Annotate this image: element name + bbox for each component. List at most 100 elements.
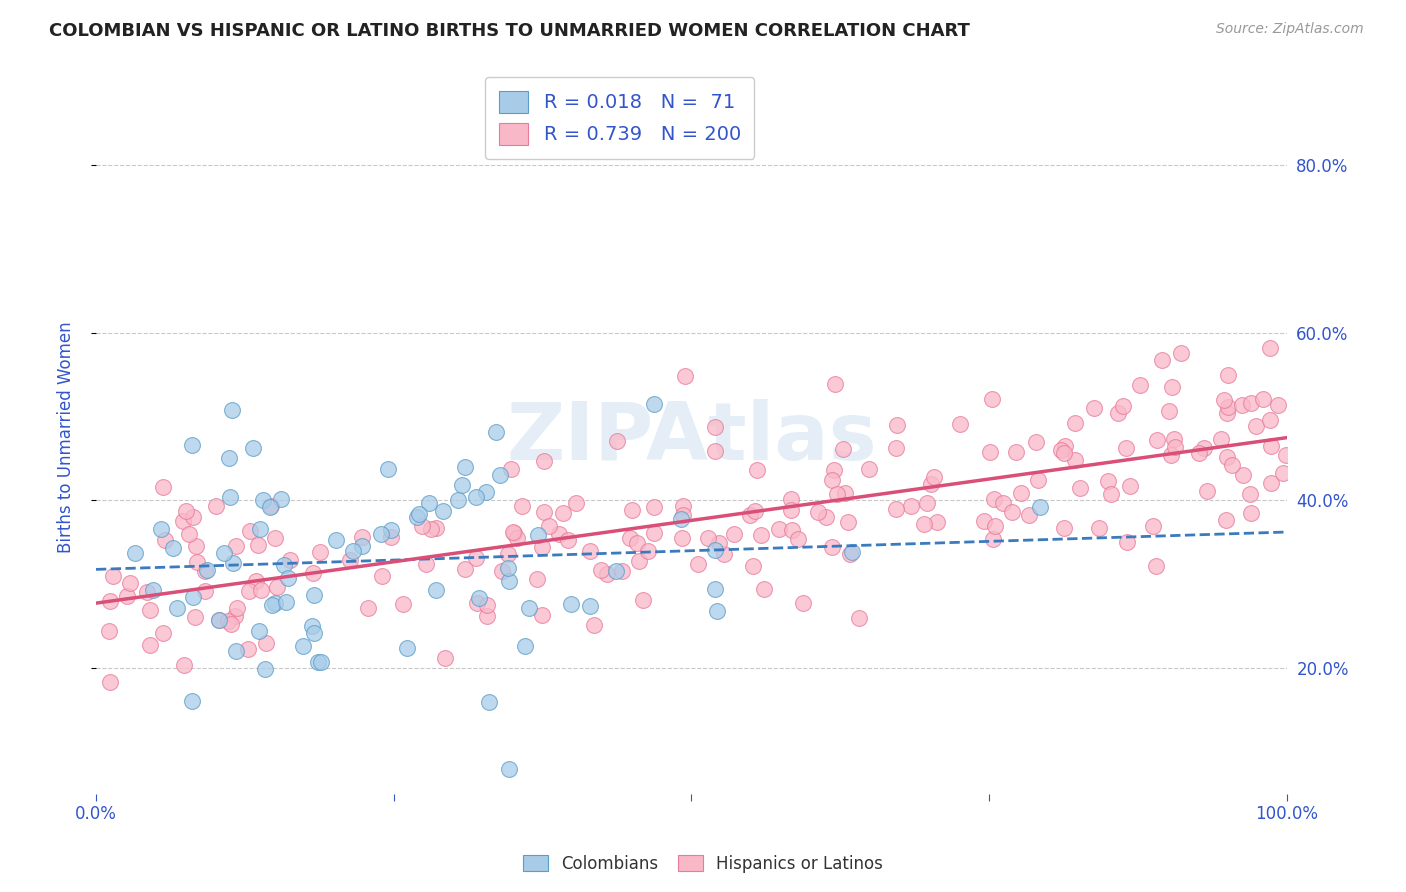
Point (307, 655, 329, 669)
Point (582, 617, 605, 632)
Point (278, 553, 301, 567)
Point (747, 462, 769, 476)
Point (221, 403, 243, 417)
Point (499, 462, 522, 476)
Point (780, 503, 803, 517)
Point (205, 500, 228, 514)
Point (920, 476, 942, 491)
Point (749, 527, 772, 541)
Point (208, 613, 231, 627)
Point (704, 582, 727, 596)
Point (621, 503, 644, 517)
Point (425, 582, 447, 597)
Point (302, 626, 325, 640)
Point (222, 556, 245, 570)
Point (291, 639, 314, 653)
Point (1216, 406, 1239, 420)
Point (557, 533, 579, 548)
Point (858, 462, 880, 476)
Point (176, 504, 198, 518)
Point (579, 543, 602, 558)
Point (194, 583, 217, 598)
Point (1144, 558, 1167, 573)
Point (1215, 513, 1237, 527)
Point (152, 480, 174, 494)
Point (425, 521, 447, 535)
Point (984, 519, 1007, 533)
Point (1251, 392, 1274, 406)
Point (787, 532, 810, 546)
Point (605, 564, 627, 578)
Point (619, 532, 641, 546)
Point (453, 562, 475, 576)
Point (380, 523, 402, 537)
Point (740, 508, 762, 522)
Point (637, 544, 659, 558)
Point (531, 608, 554, 623)
Point (704, 420, 727, 434)
Point (1115, 441, 1137, 455)
Point (1188, 446, 1211, 460)
Point (406, 509, 429, 524)
Point (1063, 452, 1085, 467)
Point (821, 540, 844, 554)
Point (768, 522, 790, 536)
Point (983, 491, 1005, 506)
Legend: R = 0.018   N =  71, R = 0.739   N = 200: R = 0.018 N = 71, R = 0.739 N = 200 (485, 77, 755, 159)
Point (342, 544, 364, 558)
Point (915, 496, 938, 510)
Point (973, 514, 995, 528)
Point (468, 591, 491, 605)
Point (162, 541, 184, 555)
Point (274, 595, 297, 609)
Point (249, 624, 271, 638)
Point (848, 611, 870, 625)
Point (1018, 508, 1040, 523)
Point (152, 626, 174, 640)
Point (704, 444, 727, 458)
Point (377, 462, 399, 476)
Point (465, 491, 488, 505)
Point (142, 582, 165, 597)
Point (260, 598, 283, 612)
Point (1220, 458, 1243, 472)
Point (1164, 440, 1187, 454)
Point (180, 438, 202, 452)
Point (357, 600, 380, 615)
Point (350, 539, 373, 553)
Point (1267, 398, 1289, 412)
Point (1192, 441, 1215, 455)
Point (1053, 439, 1076, 453)
Point (1010, 486, 1032, 500)
Point (411, 519, 433, 533)
Point (900, 499, 922, 513)
Text: COLOMBIAN VS HISPANIC OR LATINO BIRTHS TO UNMARRIED WOMEN CORRELATION CHART: COLOMBIAN VS HISPANIC OR LATINO BIRTHS T… (49, 22, 970, 40)
Point (744, 504, 766, 518)
Point (980, 392, 1002, 406)
Point (302, 587, 325, 601)
Point (506, 531, 529, 545)
Point (1116, 535, 1139, 549)
Point (1112, 399, 1135, 413)
Point (560, 597, 582, 611)
Point (1260, 476, 1282, 491)
Point (489, 467, 512, 482)
Point (238, 641, 260, 656)
Point (97, 624, 120, 639)
Point (264, 531, 287, 545)
Point (884, 442, 907, 456)
Point (1087, 521, 1109, 535)
Point (517, 600, 540, 615)
Point (219, 617, 242, 632)
Point (533, 453, 555, 467)
Point (1230, 398, 1253, 412)
Point (526, 528, 548, 542)
Point (485, 425, 508, 439)
Point (1099, 487, 1122, 501)
Point (673, 369, 696, 384)
Point (166, 601, 188, 615)
Point (177, 527, 200, 541)
Point (991, 496, 1014, 510)
Point (419, 523, 441, 537)
Point (339, 553, 361, 567)
